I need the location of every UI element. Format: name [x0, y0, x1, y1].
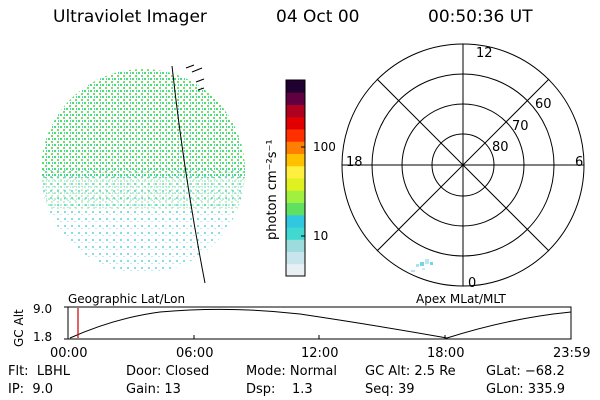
altitude-plot-frame [67, 306, 572, 340]
gc-alt-info: GC Alt: 2.5 Re [365, 364, 456, 379]
time-label: 00:50:36 UT [428, 7, 533, 27]
colorbar-segment [286, 165, 305, 179]
alt-xtick-2359: 23:59 [553, 346, 591, 361]
colorbar-segment [286, 190, 305, 203]
colorbar-segment [286, 251, 305, 265]
mlt-label-0: 0 [468, 276, 477, 291]
alt-ylabel: GC Alt [12, 309, 26, 347]
instrument-title: Ultraviolet Imager [53, 7, 207, 27]
colorbar-segment [286, 214, 305, 228]
colorbar-segment [286, 239, 305, 252]
colorbar-segment [286, 80, 305, 93]
colorbar-segment [286, 202, 305, 216]
dsp-info: Dsp: 1.3 [246, 382, 313, 397]
alt-xtick-1200: 12:00 [301, 346, 339, 361]
mlt-label-12: 12 [476, 46, 493, 61]
lat-label-80: 80 [492, 140, 509, 155]
apex-panel-label: Apex MLat/MLT [416, 292, 506, 306]
altitude-x-ticks [67, 335, 572, 339]
colorbar-segment [286, 141, 305, 154]
geographic-panel-label: Geographic Lat/Lon [68, 292, 186, 306]
colorbar-segment [286, 129, 305, 142]
colorbar-tick-100: 100 [313, 140, 336, 154]
colorbar-segment [286, 153, 305, 167]
mlt-label-18: 18 [346, 155, 363, 170]
mode-info: Mode: Normal [246, 364, 337, 379]
colorbar-segment [286, 227, 305, 240]
lat-label-60: 60 [535, 97, 552, 112]
colorbar-tick-10: 10 [313, 229, 329, 243]
seq-info: Seq: 39 [365, 382, 415, 397]
colorbar-frame [285, 79, 306, 277]
colorbar-segment [286, 263, 305, 277]
glon-info: GLon: 335.9 [486, 382, 566, 397]
terminator-line [171, 65, 206, 284]
ip-info: IP: 9.0 [8, 382, 53, 397]
colorbar-segment [286, 178, 305, 191]
alt-xtick-0000: 00:00 [50, 346, 88, 361]
door-info: Door: Closed [126, 364, 210, 379]
glat-info: GLat: −68.2 [486, 364, 565, 379]
colorbar-segment [286, 92, 305, 105]
alt-ytick-9: 9.0 [33, 302, 53, 316]
altitude-curve [69, 308, 572, 339]
lat-label-70: 70 [512, 119, 529, 134]
mlt-label-6: 6 [575, 155, 584, 170]
colorbar-segment [286, 116, 305, 130]
date-label: 04 Oct 00 [276, 7, 360, 27]
coastline-fragment [185, 64, 205, 91]
filter-info: Flt: LBHL [8, 364, 71, 379]
gain-info: Gain: 13 [126, 382, 181, 397]
alt-xtick-1800: 18:00 [427, 346, 465, 361]
colorbar-segment [286, 104, 305, 118]
aurora-patch [411, 259, 433, 272]
alt-ytick-1-8: 1.8 [33, 330, 53, 344]
alt-xtick-0600: 06:00 [176, 346, 214, 361]
polar-diagonal-2 [376, 78, 550, 252]
